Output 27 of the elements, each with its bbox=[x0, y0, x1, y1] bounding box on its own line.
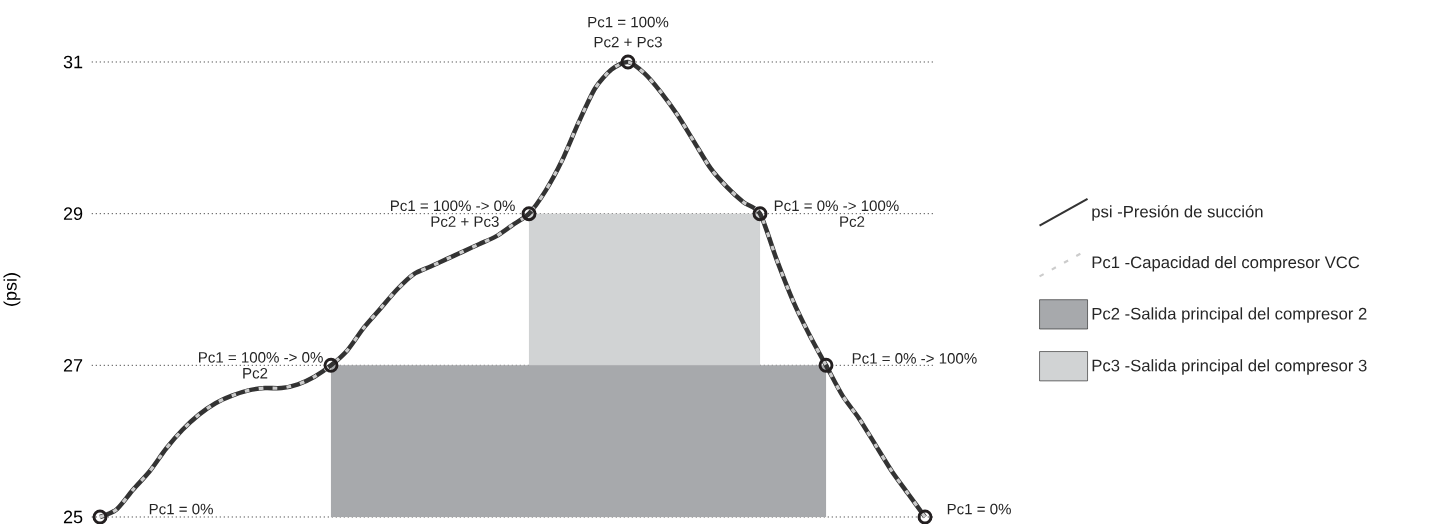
point bbox=[917, 509, 933, 524]
annotation: Pc1 = 100% -> 0% bbox=[199, 352, 323, 363]
annotation: Pc2 + Pc3 bbox=[431, 216, 499, 227]
text: Pc2 + Pc3 bbox=[594, 36, 662, 48]
y-tick-label: 29 bbox=[63, 207, 83, 221]
legend-label: Pc2 -Salida principal del compresor 2 bbox=[1092, 307, 1367, 323]
point bbox=[818, 357, 834, 373]
y-tick-label: 31 bbox=[63, 55, 83, 69]
legend-label: Pc3 -Salida principal del compresor 3 bbox=[1092, 359, 1367, 375]
annotation: Pc1 = 100% -> 0% bbox=[391, 200, 515, 212]
annotation: Pc1 = 0% bbox=[149, 503, 213, 515]
annotation: Pc1 = 0% -> 100% bbox=[852, 353, 977, 364]
annotation: Pc2 bbox=[243, 367, 268, 379]
annotation: Pc2 bbox=[840, 216, 865, 227]
legend-label: Pc1 -Capacidad del compresor VCC bbox=[1092, 255, 1360, 272]
point bbox=[323, 357, 339, 373]
point bbox=[92, 509, 108, 524]
y-tick-label: 25 bbox=[63, 510, 83, 524]
point bbox=[521, 206, 537, 222]
y-tick-label: 27 bbox=[63, 359, 83, 372]
point bbox=[620, 54, 636, 70]
y-axis-title: (psi) bbox=[3, 273, 21, 306]
point bbox=[752, 206, 768, 222]
text: Pc1 = 100% bbox=[588, 16, 669, 28]
annotation: Pc1 = 0% -> 100% bbox=[774, 200, 899, 212]
text: Pc1 = 0% bbox=[947, 503, 1011, 515]
legend-label: psi -Presión de succión bbox=[1092, 205, 1263, 221]
